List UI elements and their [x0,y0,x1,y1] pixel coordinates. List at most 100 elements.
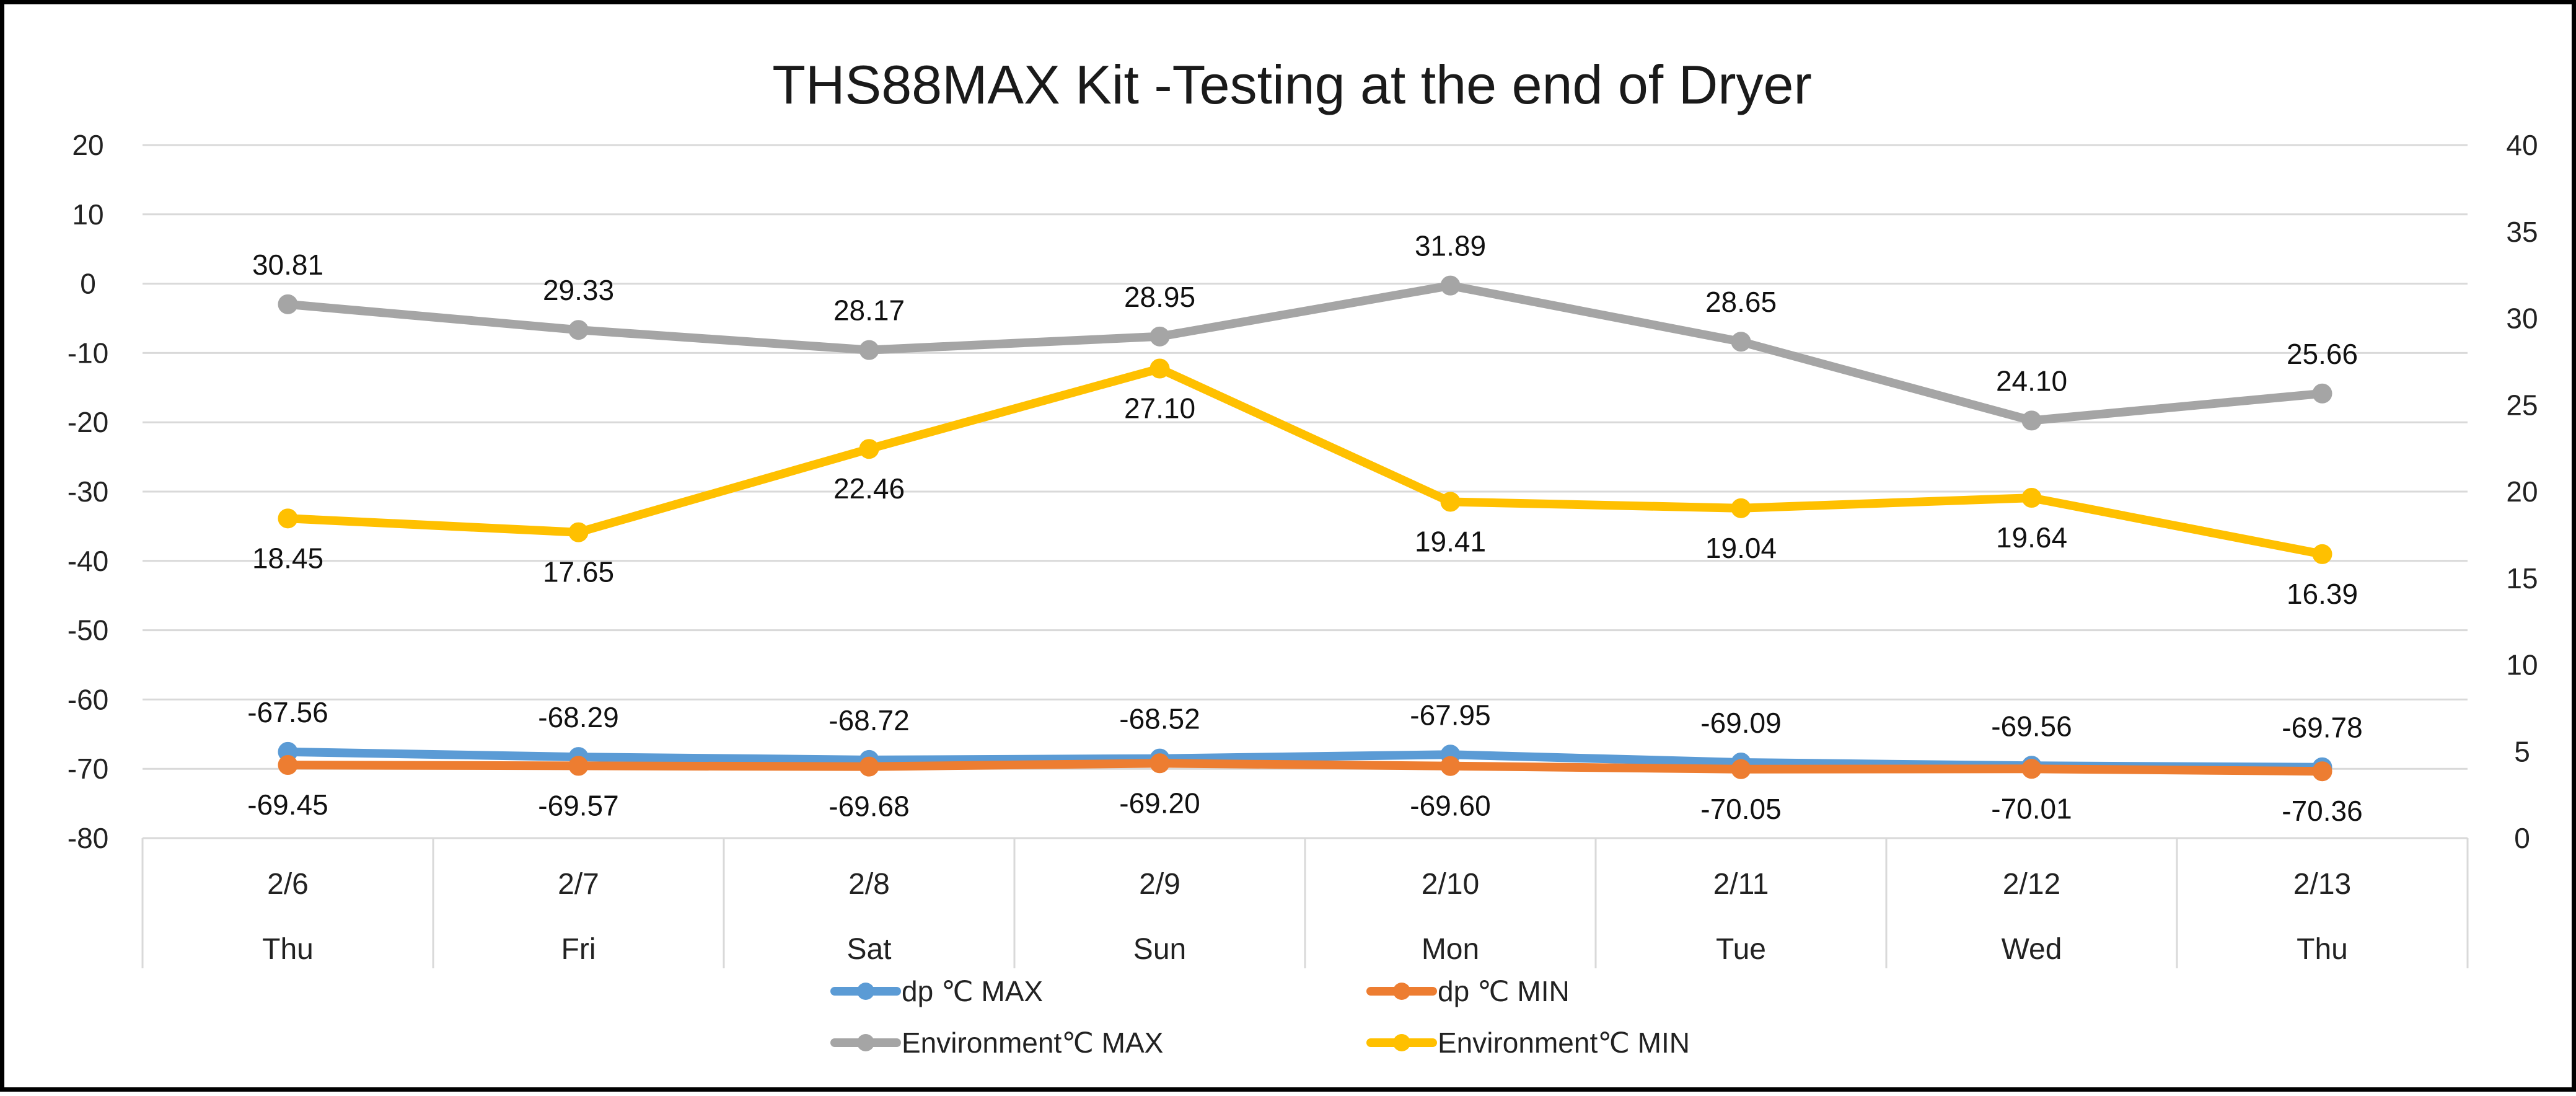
data-point [1440,492,1461,512]
right-tick-label: 35 [2506,216,2538,248]
category-date-label: 2/6 [267,868,309,901]
left-tick-label: -40 [68,545,108,577]
left-tick-label: 0 [80,268,96,300]
category-date-label: 2/7 [558,868,599,901]
right-tick-label: 10 [2506,649,2538,681]
left-tick-label: -70 [68,753,108,785]
legend-label: dp ℃ MIN [1438,975,1570,1007]
legend-label: Environment℃ MIN [1438,1027,1690,1059]
data-label: 29.33 [543,274,614,306]
data-point [568,522,589,542]
data-label: -69.09 [1700,707,1781,739]
data-label: 25.66 [2287,338,2358,370]
series-line [283,759,2327,776]
line-chart: THS88MAX Kit -Testing at the end of Drye… [68,54,2538,1059]
data-point [859,756,879,777]
category-date-label: 2/9 [1139,868,1180,901]
data-point [1150,358,1170,379]
right-y-axis: 40 35 30 25 20 15 10 5 0 [2506,129,2538,854]
data-label: 28.17 [833,294,905,327]
chart-title: THS88MAX Kit -Testing at the end of Drye… [772,54,1812,115]
series-lines [278,275,2332,782]
category-day-label: Thu [2297,933,2348,966]
data-point [1731,332,1751,352]
data-point [2312,544,2332,564]
data-label: 18.45 [252,542,323,574]
legend-swatch-marker [857,983,874,1000]
data-label: -68.52 [1119,703,1200,735]
data-label: 27.10 [1124,392,1195,425]
category-date-label: 2/10 [1422,868,1479,901]
data-point [1731,759,1751,779]
right-tick-label: 25 [2506,389,2538,421]
data-labels: 30.81 29.33 28.17 28.95 31.89 28.65 24.10 25.66… [247,230,2362,828]
data-label: -69.68 [829,790,909,823]
category-date-label: 2/8 [848,868,890,901]
data-label: 19.41 [1415,525,1486,557]
category-date-label: 2/12 [2003,868,2060,901]
left-tick-label: -60 [68,683,108,715]
data-label: -68.29 [538,701,618,733]
category-day-label: Mon [1422,933,1479,966]
left-tick-label: -20 [68,406,108,438]
left-tick-label: -80 [68,822,108,854]
category-day-label: Sat [846,933,891,966]
data-label: -69.60 [1410,790,1490,822]
data-label: 28.65 [1705,286,1777,318]
data-point [859,439,879,459]
left-tick-label: 20 [72,129,103,161]
data-point [278,294,298,314]
category-axis: 2/6 Thu 2/7 Fri 2/8 Sat 2/9 Sun 2/10 Mon 2/11 Tue 2/… [262,868,2351,966]
category-day-label: Fri [561,933,596,966]
data-label: 31.89 [1415,230,1486,262]
data-label: 19.64 [1996,521,2067,554]
data-point [2021,759,2042,779]
data-label: 16.39 [2287,578,2358,610]
data-point [2312,383,2332,404]
data-point [278,508,298,529]
data-point [2021,410,2042,431]
data-label: 22.46 [833,472,905,505]
data-label: 17.65 [543,556,614,588]
data-point [1150,753,1170,774]
category-day-label: Thu [262,933,314,966]
legend-swatch-marker [1393,1034,1410,1051]
legend-label: Environment℃ MAX [902,1027,1163,1059]
category-date-label: 2/13 [2293,868,2351,901]
left-tick-label: 10 [72,198,103,231]
category-day-label: Tue [1716,933,1766,966]
data-label: -68.72 [829,704,909,736]
data-label: -70.36 [2282,795,2362,827]
data-label: 28.95 [1124,281,1195,313]
left-tick-label: -50 [68,614,108,647]
data-label: -70.05 [1700,793,1781,825]
data-label: -69.57 [538,789,618,821]
category-date-label: 2/11 [1713,868,1769,901]
legend-swatch-marker [857,1034,874,1051]
category-day-label: Sun [1133,933,1186,966]
left-y-axis: 20 10 0 -10 -20 -30 -40 -50 -60 -70 -80 [68,129,108,854]
data-point [1440,275,1461,296]
right-tick-label: 30 [2506,303,2538,335]
data-point [1440,756,1461,776]
data-point [568,756,589,776]
data-label: -67.56 [247,696,328,728]
category-day-label: Wed [2002,933,2062,966]
data-point [1150,326,1170,347]
data-point [1731,498,1751,518]
left-tick-label: -10 [68,337,108,369]
data-point [2312,761,2332,782]
legend-label: dp ℃ MAX [902,975,1043,1007]
data-point [859,340,879,360]
data-label: -70.01 [1991,792,2072,824]
data-label: -69.20 [1119,787,1200,819]
gridlines [141,144,2469,968]
data-point [278,755,298,776]
data-label: 30.81 [252,249,323,281]
left-tick-label: -30 [68,475,108,508]
right-tick-label: 20 [2506,475,2538,508]
data-label: -69.56 [1991,710,2072,742]
legend-swatch-marker [1393,983,1410,1000]
data-label: 19.04 [1705,532,1777,564]
